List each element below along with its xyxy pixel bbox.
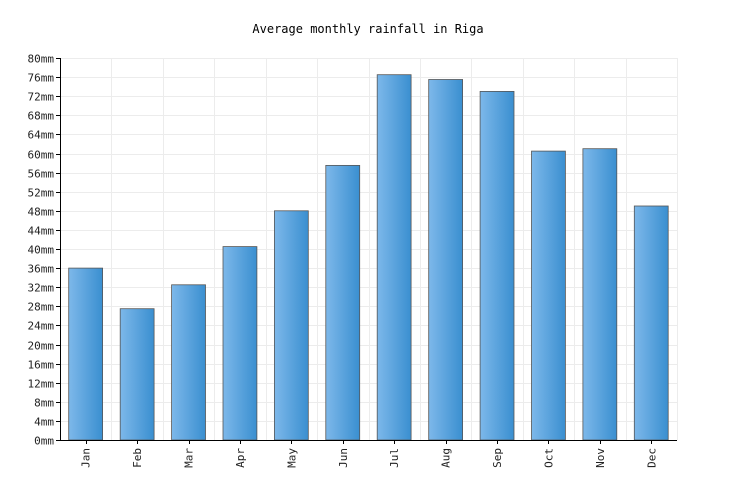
y-tick-label: 40mm [28, 244, 55, 257]
y-tick-label: 80mm [28, 53, 55, 66]
y-tick-label: 56mm [28, 168, 55, 181]
y-tick-label: 72mm [28, 91, 55, 104]
y-tick-label: 76mm [28, 72, 55, 85]
bar-aug [428, 79, 464, 441]
bar-feb [119, 308, 155, 441]
bar-oct [531, 150, 566, 441]
bar-may [273, 210, 309, 441]
y-tick-label: 36mm [28, 263, 55, 276]
x-tick-label-apr: Apr [234, 448, 247, 468]
y-tick-label: 48mm [28, 206, 55, 219]
x-tick-label-may: May [285, 448, 298, 468]
x-tick-label-mar: Mar [183, 448, 196, 468]
x-tick-label-jan: Jan [80, 448, 93, 468]
y-tick-label: 0mm [34, 435, 54, 448]
bar-dec [633, 205, 669, 441]
y-tick-label: 64mm [28, 129, 55, 142]
y-tick-label: 16mm [28, 359, 55, 372]
y-tick-label: 28mm [28, 301, 55, 314]
bar-jul [376, 74, 412, 441]
y-tick-label: 60mm [28, 149, 55, 162]
x-tick-label-dec: Dec [645, 448, 658, 468]
bar-sep [479, 91, 515, 441]
bar-nov [582, 148, 618, 441]
x-tick-label-nov: Nov [594, 448, 607, 468]
y-tick-label: 4mm [34, 416, 54, 429]
labels-layer: 0mm 4mm 8mm 12mm 16mm 20mm 24mm 28mm 32mm 36mm 40m… [28, 53, 659, 468]
bar-jan [68, 267, 103, 441]
y-tick-label: 8mm [34, 397, 54, 410]
y-tick-label: 24mm [28, 320, 55, 333]
x-tick-label-sep: Sep [491, 448, 504, 468]
axis-layer [56, 58, 677, 444]
bar-apr [222, 246, 258, 441]
bars-layer [68, 74, 669, 441]
bar-jun [325, 164, 361, 441]
y-tick-label: 68mm [28, 110, 55, 123]
x-tick-label-oct: Oct [542, 448, 555, 468]
x-tick-label-jul: Jul [388, 448, 401, 468]
y-tick-label: 52mm [28, 187, 55, 200]
y-tick-label: 20mm [28, 340, 55, 353]
x-tick-label-aug: Aug [440, 448, 453, 468]
x-tick-label-jun: Jun [337, 448, 350, 468]
y-tick-label: 44mm [28, 225, 55, 238]
y-tick-label: 32mm [28, 282, 55, 295]
y-tick-label: 12mm [28, 378, 55, 391]
bar-mar [171, 284, 206, 441]
x-tick-label-feb: Feb [131, 448, 144, 468]
chart-title: Average monthly rainfall in Riga [252, 22, 484, 36]
